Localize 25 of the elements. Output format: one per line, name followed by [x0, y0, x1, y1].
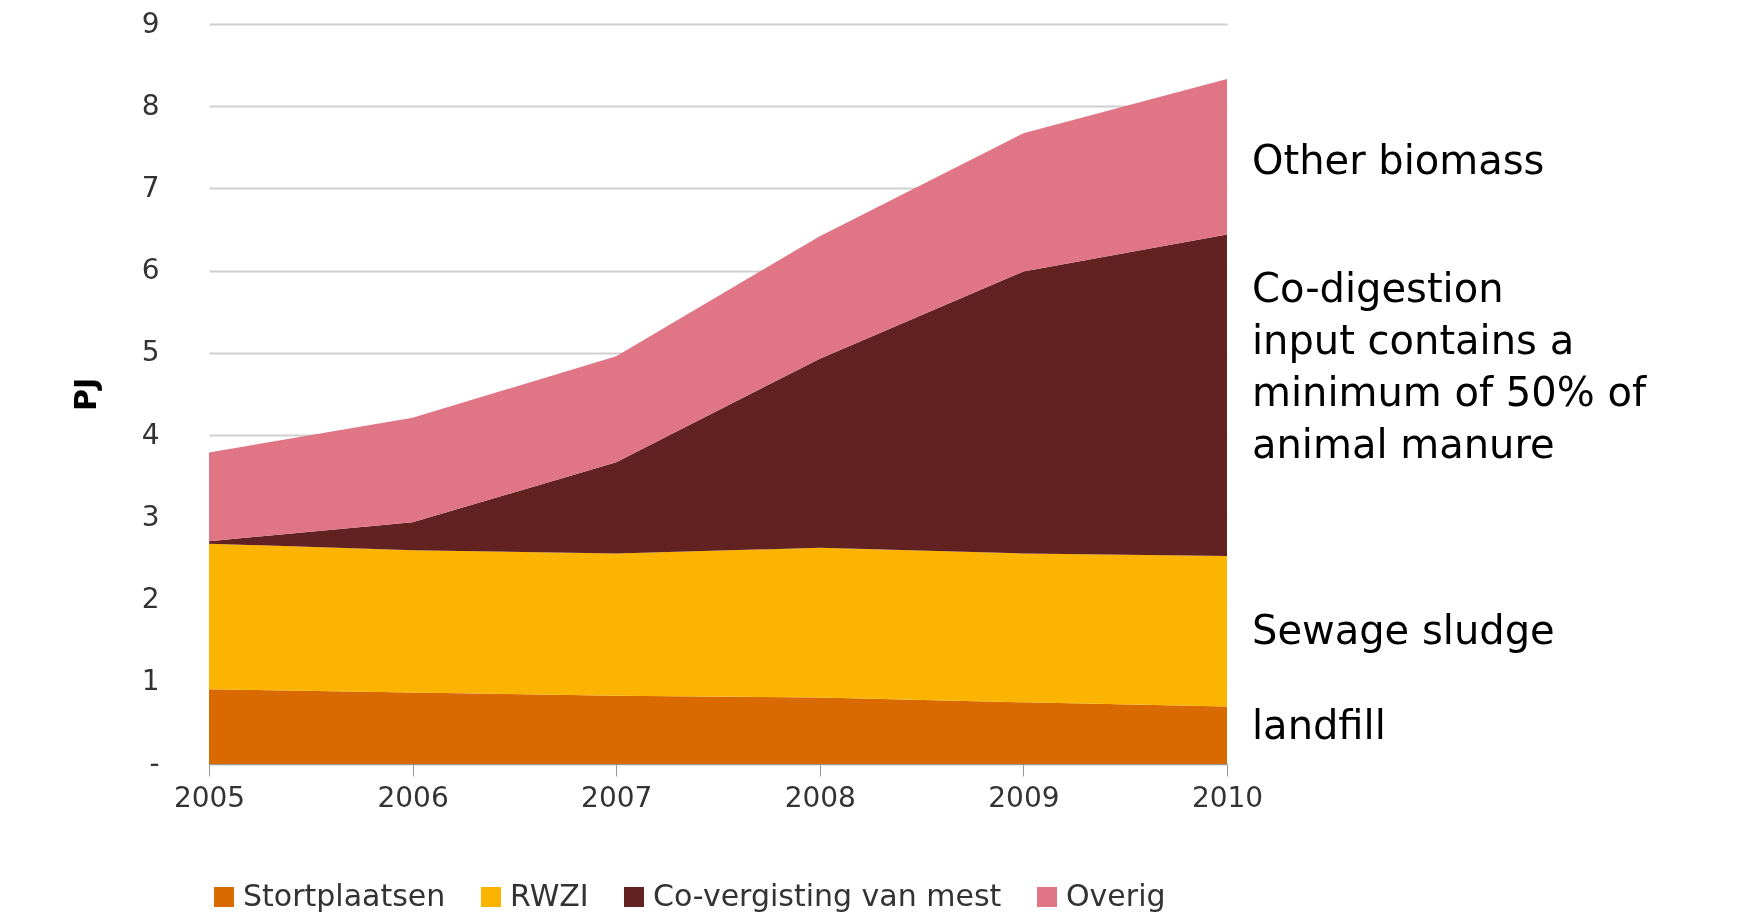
- y-tick-label: 6: [141, 253, 160, 287]
- legend-label: RWZI: [510, 878, 589, 913]
- y-tick-label: 3: [141, 499, 160, 533]
- x-tick-label: 2006: [377, 780, 449, 814]
- y-tick-label: 7: [141, 170, 160, 204]
- x-tick-label: 2009: [988, 780, 1060, 814]
- legend-label: Stortplaatsen: [243, 878, 446, 913]
- y-axis-title: PJ: [67, 377, 103, 412]
- y-tick-label: 4: [141, 417, 160, 451]
- text: Co-digestion input contains a minimum of 50% of animal manure: [1252, 265, 1647, 467]
- legend-label: Co-vergisting van mest: [653, 878, 1002, 913]
- legend-label: Overig: [1066, 878, 1166, 913]
- text: Sewage sludge: [1252, 607, 1555, 653]
- y-tick-label: 2: [141, 582, 160, 616]
- x-tick-label: 2010: [1191, 780, 1264, 814]
- x-tick-label: 2007: [581, 780, 653, 814]
- text: Other biomass: [1252, 137, 1545, 183]
- y-tick-label: -: [149, 746, 160, 780]
- y-tick-label: 5: [141, 335, 160, 369]
- x-tick-label: 2008: [784, 780, 856, 814]
- y-tick-label: 1: [141, 664, 160, 698]
- y-tick-label: 8: [141, 88, 160, 122]
- y-tick-label: 9: [141, 6, 160, 40]
- x-tick-label: 2005: [173, 780, 246, 814]
- text: landfill: [1252, 702, 1386, 748]
